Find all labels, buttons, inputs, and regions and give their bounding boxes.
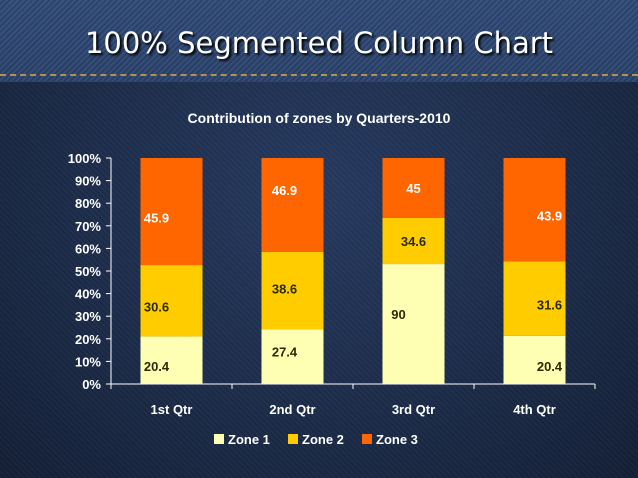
- legend-swatch-zone-1: [214, 434, 224, 444]
- y-tick-label: 0%: [82, 377, 101, 392]
- legend-label: Zone 1: [228, 432, 270, 447]
- bar-segment-zone-1: [503, 335, 566, 384]
- data-label: 45: [406, 181, 420, 196]
- header-band: [0, 0, 638, 82]
- data-label: 27.4: [272, 345, 298, 360]
- y-tick-label: 30%: [75, 309, 101, 324]
- bar-segment-zone-2: [382, 217, 445, 265]
- bar-segment-zone-3: [261, 158, 324, 252]
- data-label: 20.4: [144, 359, 170, 374]
- bar-segment-zone-2: [140, 265, 203, 337]
- bar-segment-zone-1: [261, 329, 324, 384]
- legend-label: Zone 3: [376, 432, 418, 447]
- legend-swatch-zone-3: [362, 434, 372, 444]
- x-tick-label: 2nd Qtr: [269, 402, 315, 417]
- x-tick-label: 3rd Qtr: [392, 402, 435, 417]
- data-label: 31.6: [537, 298, 562, 313]
- y-tick-label: 90%: [75, 174, 101, 189]
- data-label: 90: [391, 307, 405, 322]
- legend-label: Zone 2: [302, 432, 344, 447]
- bar-segment-zone-3: [140, 158, 203, 266]
- data-label: 38.6: [272, 282, 297, 297]
- bar-segment-zone-1: [140, 336, 203, 384]
- data-label: 20.4: [537, 359, 563, 374]
- legend-swatch-zone-2: [288, 434, 298, 444]
- y-tick-label: 100%: [68, 151, 102, 166]
- data-label: 45.9: [144, 211, 169, 226]
- bar-segment-zone-2: [261, 251, 324, 330]
- data-label: 46.9: [272, 183, 297, 198]
- x-tick-label: 1st Qtr: [151, 402, 193, 417]
- chart-title: Contribution of zones by Quarters-2010: [188, 110, 451, 126]
- bar-segment-zone-3: [382, 158, 445, 218]
- data-label: 43.9: [537, 209, 562, 224]
- slide-title: 100% Segmented Column Chart: [84, 26, 554, 60]
- y-tick-label: 40%: [75, 287, 101, 302]
- data-label: 30.6: [144, 300, 169, 315]
- bar-segment-zone-1: [382, 264, 445, 384]
- y-tick-label: 50%: [75, 264, 101, 279]
- y-tick-label: 10%: [75, 354, 101, 369]
- y-tick-label: 80%: [75, 196, 101, 211]
- bar-segment-zone-2: [503, 261, 566, 336]
- bar-segment-zone-3: [503, 158, 566, 262]
- y-tick-label: 70%: [75, 219, 101, 234]
- data-label: 34.6: [401, 234, 426, 249]
- y-tick-label: 20%: [75, 332, 101, 347]
- y-tick-label: 60%: [75, 241, 101, 256]
- header-stitch: [0, 74, 638, 76]
- x-tick-label: 4th Qtr: [513, 402, 556, 417]
